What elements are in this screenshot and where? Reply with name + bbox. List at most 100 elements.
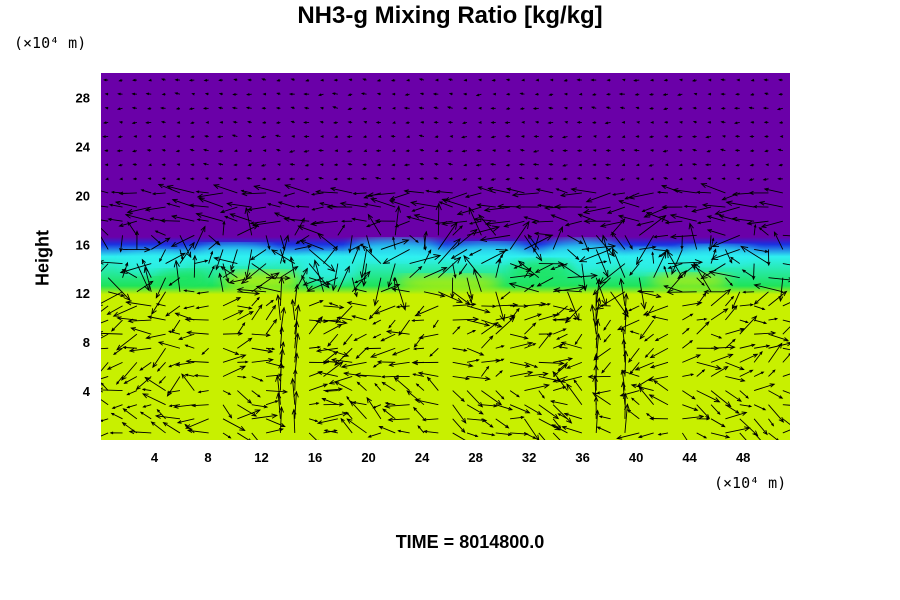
wind-arrow <box>130 327 152 335</box>
wind-arrow <box>363 149 368 152</box>
wind-arrow <box>101 219 109 222</box>
wind-arrow <box>222 404 233 419</box>
wind-arrow <box>330 358 353 363</box>
wind-arrow <box>536 203 554 208</box>
wind-arrow <box>178 333 195 340</box>
wind-arrow <box>692 106 697 110</box>
wind-arrow <box>596 426 611 434</box>
wind-arrow <box>552 225 563 250</box>
wind-arrow <box>735 163 740 167</box>
wind-arrow <box>611 231 626 250</box>
wind-arrow <box>553 386 567 392</box>
wind-arrow <box>452 291 471 305</box>
wind-arrow <box>628 305 640 312</box>
wind-arrow <box>634 93 640 96</box>
x-tick-label: 8 <box>204 450 211 465</box>
wind-arrow <box>304 163 310 167</box>
wind-arrow <box>549 400 568 406</box>
wind-arrow <box>606 206 626 214</box>
wind-arrow <box>144 206 166 212</box>
wind-arrow <box>111 404 123 409</box>
wind-arrow <box>340 417 353 434</box>
wind-arrow <box>265 361 286 368</box>
wind-arrow <box>315 347 338 353</box>
wind-arrow <box>382 408 396 420</box>
wind-arrow <box>290 78 295 82</box>
wind-arrow <box>222 310 244 321</box>
wind-arrow <box>500 291 511 300</box>
wind-arrow <box>289 256 296 278</box>
wind-arrow <box>782 404 790 406</box>
wind-arrow <box>468 249 482 256</box>
wind-arrow <box>635 235 655 266</box>
wind-arrow <box>518 176 525 180</box>
wind-arrow <box>710 366 729 377</box>
wind-arrow <box>101 418 109 422</box>
x-tick-label: 24 <box>415 450 430 465</box>
wind-arrow <box>605 106 611 110</box>
wind-arrow <box>754 344 771 349</box>
wind-arrow <box>204 177 209 181</box>
wind-arrow <box>764 149 769 153</box>
wind-arrow <box>567 234 584 245</box>
wind-arrow <box>184 373 195 377</box>
wind-arrow <box>595 390 611 395</box>
wind-arrow <box>433 163 439 166</box>
wind-arrow <box>778 121 783 124</box>
wind-arrow <box>176 418 195 424</box>
wind-arrow <box>377 135 382 138</box>
wind-arrow <box>476 135 482 139</box>
wind-arrow <box>739 353 759 363</box>
wind-arrow <box>696 432 708 439</box>
wind-arrow <box>450 249 468 260</box>
wind-arrow <box>438 291 464 303</box>
wind-arrow <box>733 106 740 110</box>
wind-arrow <box>753 319 768 325</box>
wind-arrow <box>578 249 611 263</box>
wind-arrow <box>621 163 626 167</box>
wind-arrow <box>768 418 775 427</box>
wind-arrow <box>183 289 195 293</box>
wind-arrow <box>125 300 152 307</box>
wind-arrow <box>157 341 181 349</box>
wind-arrow <box>374 218 396 224</box>
wind-arrow <box>663 120 669 124</box>
wind-arrow <box>749 163 755 167</box>
wind-arrow <box>337 265 350 292</box>
wind-arrow <box>768 341 790 349</box>
wind-arrow <box>294 304 301 335</box>
wind-arrow <box>624 235 633 250</box>
wind-arrow <box>389 192 410 201</box>
wind-arrow <box>552 404 573 424</box>
wind-arrow <box>353 333 367 342</box>
wind-arrow <box>154 413 181 420</box>
wind-arrow <box>388 199 410 208</box>
wind-arrow <box>167 330 181 335</box>
wind-arrow <box>691 148 697 152</box>
wind-arrow <box>447 149 453 153</box>
wind-arrow <box>754 330 777 336</box>
wind-arrow <box>222 263 230 284</box>
wind-arrow <box>524 322 537 335</box>
wind-arrow <box>605 177 611 180</box>
wind-arrow <box>587 374 611 380</box>
wind-arrow <box>219 120 224 124</box>
wind-arrow <box>720 92 726 96</box>
wind-arrow <box>708 235 712 252</box>
wind-arrow <box>270 249 296 264</box>
wind-arrow <box>280 266 299 279</box>
wind-arrow <box>682 354 702 363</box>
wind-arrow <box>185 359 209 364</box>
wind-arrow <box>636 376 654 388</box>
wind-arrow <box>475 149 482 152</box>
wind-arrow <box>423 249 432 264</box>
wind-arrow <box>152 347 166 369</box>
wind-arrow <box>768 317 779 321</box>
wind-arrow <box>218 272 224 292</box>
wind-arrow <box>707 78 712 82</box>
wind-arrow <box>294 267 308 293</box>
wind-arrow <box>452 376 471 381</box>
wind-arrow <box>466 225 501 236</box>
wind-arrow <box>456 206 482 216</box>
wind-arrow <box>295 205 310 208</box>
